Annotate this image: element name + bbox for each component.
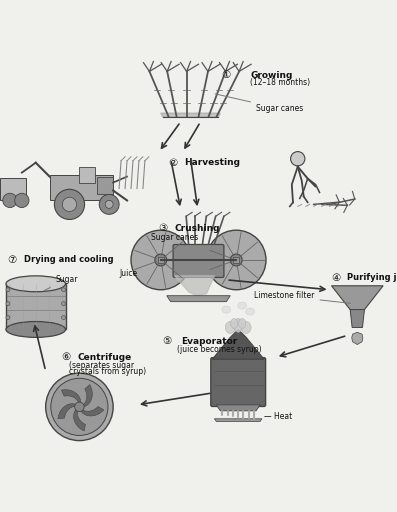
Text: Drying and cooling: Drying and cooling	[24, 255, 114, 265]
Ellipse shape	[225, 322, 235, 333]
Polygon shape	[161, 113, 220, 117]
Text: Evaporator: Evaporator	[181, 337, 237, 346]
Circle shape	[3, 193, 17, 207]
FancyBboxPatch shape	[50, 175, 113, 200]
Ellipse shape	[246, 308, 254, 315]
Text: ①: ①	[222, 70, 231, 80]
Circle shape	[62, 288, 66, 292]
Circle shape	[62, 302, 66, 306]
Circle shape	[6, 302, 10, 306]
Text: (12–18 months): (12–18 months)	[250, 78, 310, 87]
Ellipse shape	[231, 318, 238, 329]
Circle shape	[131, 230, 191, 290]
Ellipse shape	[6, 276, 66, 292]
FancyBboxPatch shape	[233, 257, 239, 263]
Text: ②: ②	[168, 158, 177, 168]
FancyBboxPatch shape	[211, 357, 266, 407]
Text: Purifying juice: Purifying juice	[347, 273, 397, 282]
Text: Sugar: Sugar	[44, 275, 78, 290]
Text: ⑦: ⑦	[7, 255, 17, 265]
FancyBboxPatch shape	[79, 167, 95, 183]
Circle shape	[99, 195, 119, 215]
Text: (separates sugar: (separates sugar	[69, 360, 135, 370]
Polygon shape	[77, 385, 92, 407]
Circle shape	[46, 373, 113, 441]
Text: crystals from syrup): crystals from syrup)	[69, 368, 146, 376]
Circle shape	[291, 152, 305, 166]
Ellipse shape	[238, 302, 247, 309]
Circle shape	[75, 402, 84, 412]
Ellipse shape	[241, 322, 251, 333]
Polygon shape	[73, 406, 85, 431]
FancyBboxPatch shape	[158, 257, 164, 263]
Circle shape	[155, 254, 167, 266]
Circle shape	[54, 189, 85, 220]
Circle shape	[206, 230, 266, 290]
Polygon shape	[175, 276, 214, 296]
FancyBboxPatch shape	[173, 245, 224, 278]
Circle shape	[6, 315, 10, 319]
Circle shape	[62, 197, 77, 211]
Text: ⑥: ⑥	[61, 352, 70, 362]
Circle shape	[51, 378, 108, 435]
Text: — Heat: — Heat	[264, 412, 292, 421]
Polygon shape	[214, 419, 262, 421]
Circle shape	[15, 193, 29, 207]
Ellipse shape	[234, 318, 242, 332]
Text: ⑤: ⑤	[162, 336, 172, 346]
Polygon shape	[58, 403, 81, 419]
Polygon shape	[62, 390, 81, 409]
Text: Crushing: Crushing	[175, 224, 220, 233]
Ellipse shape	[222, 306, 231, 313]
Text: (juice becomes syrup): (juice becomes syrup)	[177, 345, 261, 354]
Polygon shape	[350, 310, 364, 328]
Circle shape	[105, 200, 113, 208]
Text: ③: ③	[158, 223, 168, 233]
Circle shape	[230, 254, 242, 266]
Text: ④: ④	[331, 273, 340, 283]
FancyBboxPatch shape	[6, 284, 66, 329]
Text: Harvesting: Harvesting	[185, 158, 241, 167]
Ellipse shape	[6, 322, 66, 337]
Polygon shape	[216, 405, 260, 411]
Circle shape	[62, 315, 66, 319]
Polygon shape	[212, 329, 264, 359]
Ellipse shape	[239, 318, 246, 329]
Polygon shape	[331, 286, 383, 310]
Text: Centrifuge: Centrifuge	[77, 353, 132, 362]
Text: Juice: Juice	[119, 269, 137, 279]
Text: Sugar canes: Sugar canes	[151, 233, 198, 242]
Polygon shape	[167, 296, 230, 302]
Circle shape	[6, 288, 10, 292]
Text: Sugar canes: Sugar canes	[215, 94, 303, 113]
Polygon shape	[352, 332, 363, 345]
Text: Growing: Growing	[250, 71, 293, 80]
Text: Limestone filter: Limestone filter	[254, 291, 351, 303]
FancyBboxPatch shape	[97, 177, 113, 195]
Polygon shape	[79, 405, 104, 416]
FancyBboxPatch shape	[0, 178, 26, 200]
